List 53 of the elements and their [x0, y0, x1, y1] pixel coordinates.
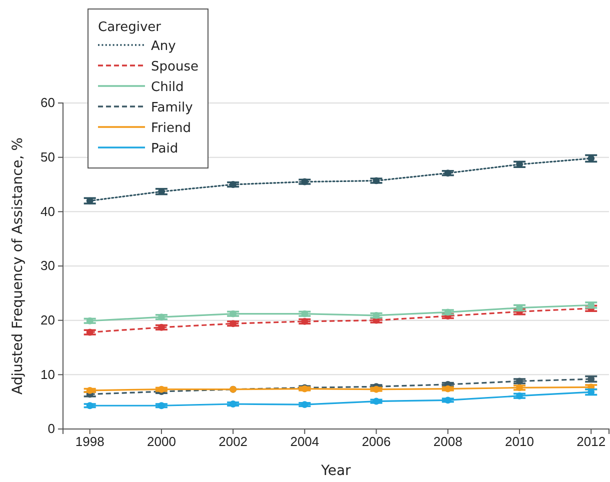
point: [372, 386, 380, 393]
point: [516, 304, 523, 312]
point: [230, 400, 237, 408]
point: [158, 324, 165, 331]
point: [516, 384, 523, 392]
legend-label: Any: [151, 39, 176, 54]
point: [301, 401, 308, 408]
y-tick-label: 0: [48, 421, 55, 436]
point: [230, 310, 237, 318]
x-axis-title: Year: [320, 463, 352, 479]
x-tick-label: 2002: [218, 434, 248, 450]
x-tick-label: 2012: [576, 434, 606, 450]
y-tick-label: 10: [40, 366, 55, 382]
point: [86, 386, 94, 394]
point: [301, 318, 308, 325]
x-tick-label: 1998: [75, 434, 104, 450]
point: [230, 320, 237, 328]
point: [158, 386, 165, 393]
x-tick-label: 2010: [505, 434, 534, 450]
legend-label: Friend: [151, 121, 191, 136]
point: [301, 310, 308, 318]
point: [86, 328, 94, 336]
legend-label: Child: [151, 80, 184, 95]
point: [444, 396, 452, 404]
point: [444, 385, 452, 392]
point: [516, 392, 523, 400]
x-tick-label: 2004: [290, 434, 320, 450]
point: [158, 402, 165, 410]
legend-title: Caregiver: [98, 20, 162, 35]
y-tick-label: 30: [40, 258, 55, 274]
point: [158, 314, 165, 321]
y-axis-title: Adjusted Frequency of Assistance, %: [10, 137, 26, 395]
y-tick-label: 40: [40, 204, 55, 219]
point: [372, 312, 380, 319]
x-tick-label: 2006: [362, 434, 391, 450]
legend-label: Paid: [151, 142, 178, 156]
point: [444, 308, 452, 316]
point: [86, 317, 94, 324]
point: [372, 177, 380, 184]
point: [301, 178, 308, 186]
point: [444, 170, 452, 177]
y-tick-label: 50: [40, 149, 55, 164]
x-tick-label: 2000: [147, 434, 176, 450]
legend-label: Family: [151, 100, 194, 116]
point: [516, 378, 523, 385]
y-tick-label: 60: [40, 95, 55, 110]
x-tick-label: 2008: [433, 434, 462, 450]
point: [230, 181, 237, 188]
legend-label: Spouse: [151, 60, 198, 74]
point: [86, 402, 94, 410]
point: [86, 197, 94, 204]
y-tick-label: 20: [40, 312, 55, 328]
point: [372, 398, 380, 405]
